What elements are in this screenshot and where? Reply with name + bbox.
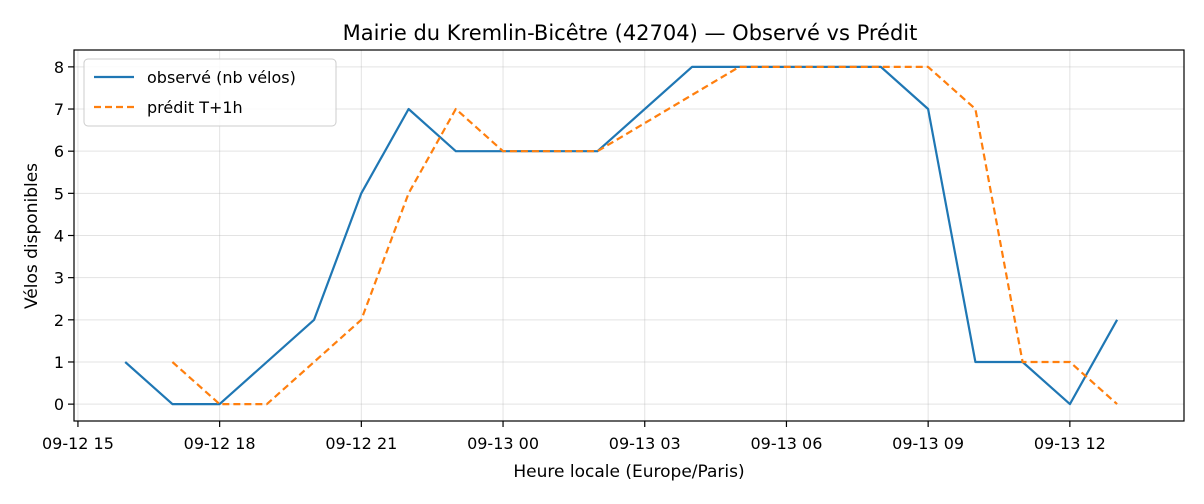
chart-title: Mairie du Kremlin-Bicêtre (42704) — Obse… [343, 21, 918, 45]
series-layer [124, 65, 1119, 406]
x-tick-label: 09-12 18 [184, 434, 256, 453]
x-tick-label: 09-13 03 [609, 434, 681, 453]
x-tick-label: 09-13 12 [1034, 434, 1106, 453]
y-tick-label: 0 [54, 395, 64, 414]
series-observe [124, 65, 1119, 406]
series-line [171, 65, 1118, 406]
x-tick-label: 09-12 15 [42, 434, 114, 453]
x-axis: 09-12 15 09-12 18 09-12 21 09-13 00 09-13 03… [42, 421, 1106, 453]
y-tick-label: 8 [54, 58, 64, 77]
y-axis-label: Vélos disponibles [22, 163, 42, 309]
y-tick-label: 5 [54, 184, 64, 203]
legend: observé (nb vélos) prédit T+1h [83, 58, 337, 127]
y-tick-label: 2 [54, 311, 64, 330]
x-tick-label: 09-13 06 [750, 434, 822, 453]
x-tick-label: 09-12 21 [325, 434, 397, 453]
legend-label-observe: observé (nb vélos) [147, 68, 296, 87]
legend-label-predit: prédit T+1h [147, 98, 243, 117]
y-tick-label: 4 [54, 227, 64, 246]
y-tick-label: 7 [54, 100, 64, 119]
x-tick-label: 09-13 09 [892, 434, 964, 453]
x-axis-label: Heure locale (Europe/Paris) [513, 462, 744, 482]
legend-box [83, 58, 337, 127]
y-axis: 0 1 2 3 4 5 6 7 8 [54, 58, 74, 414]
series-predit [171, 65, 1118, 406]
series-line [124, 65, 1119, 406]
y-tick-label: 6 [54, 142, 64, 161]
x-tick-label: 09-13 00 [467, 434, 539, 453]
y-tick-label: 3 [54, 269, 64, 288]
y-tick-label: 1 [54, 353, 64, 372]
